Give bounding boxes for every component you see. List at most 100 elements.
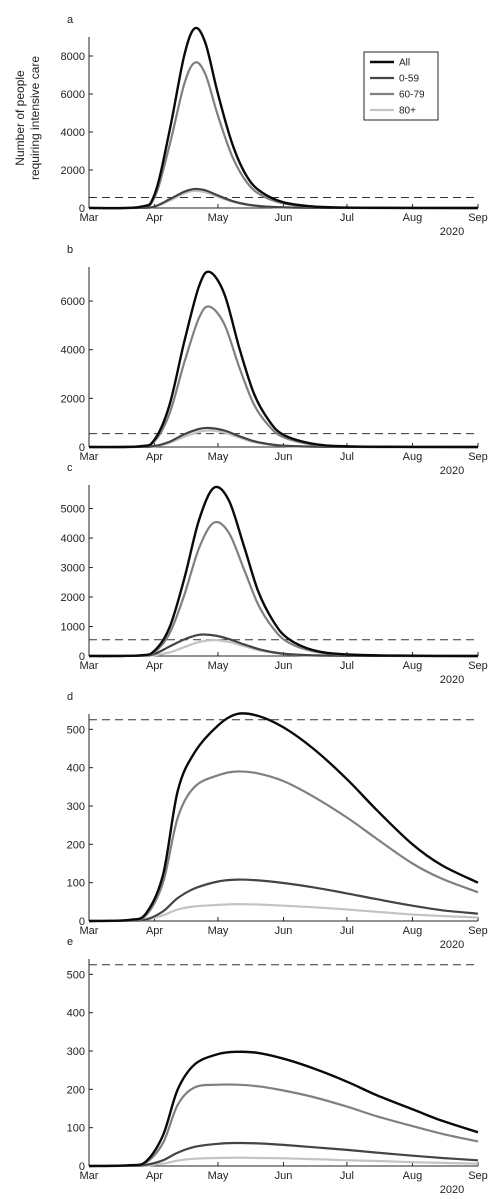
x-tick-label: Mar — [80, 212, 99, 224]
x-tick-label: Aug — [403, 451, 423, 463]
y-tick-label: 0 — [79, 1161, 85, 1173]
x-tick-label: Jul — [340, 925, 354, 937]
x-tick-label: Aug — [403, 1170, 423, 1182]
series-line-60-79 — [88, 770, 479, 923]
x-tick-label: Jun — [275, 925, 293, 937]
x-tick-label: Jun — [275, 451, 293, 463]
y-tick-label: 0 — [79, 651, 85, 663]
series-line-60-79 — [88, 305, 479, 449]
panel-a: a 0 2000 4000 6000 8000 Mar Apr May Jun Jul Aug Sep 2… — [61, 14, 488, 238]
legend-entry-label: All — [399, 58, 410, 69]
x-tick-label: Apr — [146, 212, 163, 224]
x-tick-label: Aug — [403, 925, 423, 937]
y-axis-title-line2: requiring intensive care — [28, 56, 42, 180]
x-tick-label: Sep — [468, 1170, 488, 1182]
y-tick-label: 300 — [67, 1046, 85, 1058]
x-tick-label: Aug — [403, 212, 423, 224]
panel-c: c 0 1000 2000 3000 4000 5000 Mar Apr May Jun Jul Aug… — [61, 462, 488, 686]
series-line-all — [88, 26, 479, 210]
y-axis-title-line1: Number of people — [13, 70, 27, 166]
y-tick-label: 400 — [67, 763, 85, 775]
x-tick-label: Apr — [146, 925, 163, 937]
x-tick-label: Mar — [80, 660, 99, 672]
x-tick-label: May — [208, 212, 229, 224]
y-axis-title: Number of people requiring intensive car… — [13, 56, 42, 180]
legend: All 0-59 60-79 80+ — [363, 51, 439, 121]
x-tick-label: May — [208, 451, 229, 463]
legend-entry-label: 60-79 — [399, 90, 425, 101]
panel-b: b 0 2000 4000 6000 Mar Apr May Jun Jul Aug Sep 2020 — [61, 244, 488, 477]
panel-label-e: e — [67, 936, 73, 948]
x-tick-label: Apr — [146, 660, 163, 672]
x-tick-label: May — [208, 925, 229, 937]
legend-entry-label: 0-59 — [399, 74, 419, 85]
x-tick-label: Sep — [468, 660, 488, 672]
y-tick-label: 500 — [67, 724, 85, 736]
y-tick-label: 6000 — [61, 296, 85, 308]
year-label: 2020 — [440, 465, 464, 477]
x-tick-label: Jul — [340, 1170, 354, 1182]
panel-label-d: d — [67, 691, 73, 703]
y-tick-label: 0 — [79, 203, 85, 215]
panel-e: e 0 100 200 300 400 500 Mar Apr May Jun Jul Aug Sep 20… — [67, 936, 488, 1196]
x-tick-label: Sep — [468, 451, 488, 463]
y-tick-label: 8000 — [61, 51, 85, 63]
series-line-80-plus — [88, 1156, 479, 1168]
panel-label-c: c — [67, 462, 73, 474]
panel-label-a: a — [67, 14, 74, 26]
y-tick-label: 5000 — [61, 504, 85, 516]
panel-label-b: b — [67, 244, 73, 256]
y-tick-label: 2000 — [61, 165, 85, 177]
x-tick-label: Jun — [275, 660, 293, 672]
series-line-80-plus — [88, 903, 479, 923]
y-tick-label: 400 — [67, 1008, 85, 1020]
y-tick-label: 200 — [67, 1084, 85, 1096]
legend-box — [363, 51, 439, 121]
series-line-all — [88, 712, 479, 923]
x-tick-label: Mar — [80, 1170, 99, 1182]
y-tick-label: 1000 — [61, 622, 85, 634]
x-tick-label: Jul — [340, 660, 354, 672]
y-tick-label: 4000 — [61, 127, 85, 139]
y-tick-label: 2000 — [61, 393, 85, 405]
x-tick-label: Jul — [340, 451, 354, 463]
y-tick-label: 100 — [67, 1123, 85, 1135]
year-label: 2020 — [440, 1184, 464, 1196]
y-tick-label: 4000 — [61, 533, 85, 545]
y-tick-label: 6000 — [61, 89, 85, 101]
y-tick-label: 0 — [79, 442, 85, 454]
y-tick-label: 0 — [79, 916, 85, 928]
x-tick-label: Aug — [403, 660, 423, 672]
x-tick-label: May — [208, 1170, 229, 1182]
y-tick-label: 200 — [67, 839, 85, 851]
x-tick-label: Sep — [468, 925, 488, 937]
y-tick-label: 3000 — [61, 563, 85, 575]
series-line-all — [88, 270, 479, 449]
year-label: 2020 — [440, 674, 464, 686]
year-label: 2020 — [440, 226, 464, 238]
y-tick-label: 300 — [67, 801, 85, 813]
x-tick-label: Jun — [275, 1170, 293, 1182]
series-line-all — [88, 1050, 479, 1168]
series-line-0-59 — [88, 633, 478, 658]
x-tick-label: Apr — [146, 451, 163, 463]
x-tick-label: Jun — [275, 212, 293, 224]
y-tick-label: 500 — [67, 969, 85, 981]
x-tick-label: Mar — [80, 925, 99, 937]
y-tick-label: 2000 — [61, 592, 85, 604]
series-line-0-59 — [88, 1141, 479, 1168]
y-tick-label: 100 — [67, 878, 85, 890]
series-line-60-79 — [88, 1083, 479, 1168]
series-line-0-59 — [88, 878, 479, 923]
x-tick-label: Mar — [80, 451, 99, 463]
x-tick-label: Apr — [146, 1170, 163, 1182]
legend-entry-label: 80+ — [399, 106, 416, 117]
panel-d: d 0 100 200 300 400 500 Mar Apr May Jun Jul Aug Sep 20… — [67, 691, 488, 951]
x-tick-label: Jul — [340, 212, 354, 224]
series-line-all — [88, 485, 479, 658]
x-tick-label: May — [208, 660, 229, 672]
year-label: 2020 — [440, 939, 464, 951]
x-tick-label: Sep — [468, 212, 488, 224]
y-tick-label: 4000 — [61, 345, 85, 357]
